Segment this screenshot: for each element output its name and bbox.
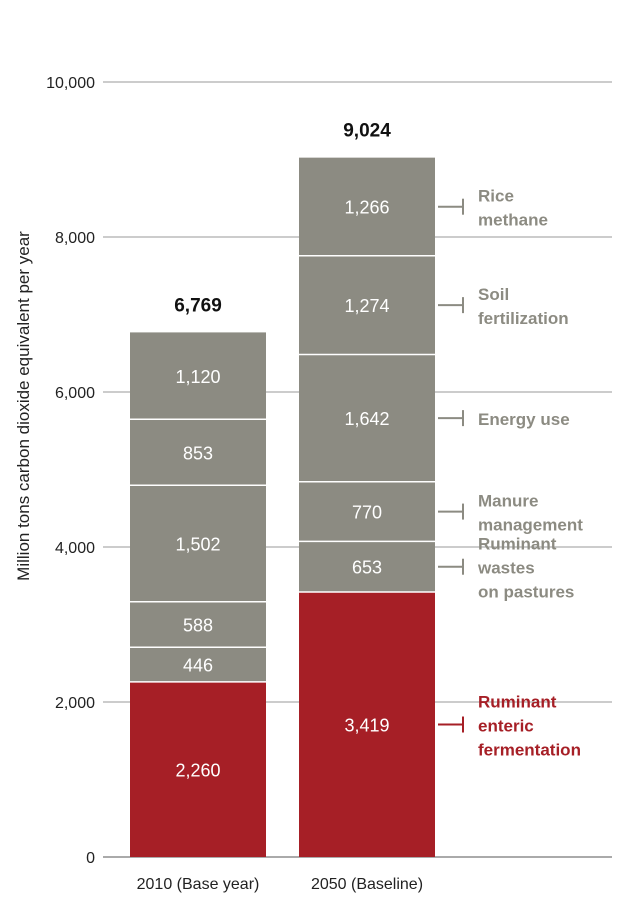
bar-segment [299, 157, 435, 256]
y-tick-label: 4,000 [55, 540, 95, 557]
data-label: 1,642 [344, 409, 389, 429]
data-label: 853 [183, 443, 213, 463]
legend-label: Ruminant [478, 693, 557, 712]
y-axis: 0 2,000 4,000 6,000 8,000 10,000 [46, 75, 95, 867]
legend-label: fermentation [478, 741, 581, 760]
x-axis: 2010 (Base year) 2050 (Baseline) [137, 876, 423, 893]
bar-segment [130, 601, 266, 648]
legend-label: on pastures [478, 583, 574, 602]
y-tick-label: 0 [86, 850, 95, 867]
bar-segment [130, 419, 266, 486]
legend-label: Soil [478, 285, 509, 304]
bar-segment [299, 255, 435, 355]
data-label: 1,502 [175, 535, 220, 555]
legend-label: Energy use [478, 410, 570, 429]
y-tick-label: 8,000 [55, 230, 95, 247]
data-label: 653 [352, 558, 382, 578]
y-tick-label: 10,000 [46, 75, 95, 92]
bars: 2,260 446 588 1,502 853 1,120 6,769 3,419 653 770… [130, 121, 435, 857]
data-label: 446 [183, 656, 213, 676]
bar-segment [130, 647, 266, 682]
bar-segment [130, 332, 266, 420]
data-label: 3,419 [344, 716, 389, 736]
bar-segment [299, 592, 435, 857]
legend-label: wastes [477, 559, 535, 578]
bar-segment [299, 354, 435, 482]
y-tick-label: 2,000 [55, 695, 95, 712]
bar-segment [299, 481, 435, 542]
data-label: 1,266 [344, 198, 389, 218]
data-label: 1,274 [344, 296, 389, 316]
bar-total-label: 6,769 [174, 295, 222, 316]
bar-segment [130, 681, 266, 857]
y-axis-label: Million tons carbon dioxide equivalent p… [14, 231, 33, 581]
bar-segment [130, 485, 266, 602]
legend-label: fertilization [478, 309, 569, 328]
data-label: 588 [183, 616, 213, 636]
x-tick-label: 2010 (Base year) [137, 876, 260, 893]
data-label: 2,260 [175, 760, 220, 780]
legend-label: methane [478, 211, 548, 230]
data-label: 1,120 [175, 367, 220, 387]
legend-label: Rice [478, 187, 514, 206]
legend-label: management [478, 516, 583, 535]
legend-label: Manure [478, 492, 538, 511]
legend: Ruminant enteric fermentation Ruminant waste… [438, 187, 583, 760]
x-tick-label: 2050 (Baseline) [311, 876, 423, 893]
bar-total-label: 9,024 [343, 121, 391, 142]
legend-label: enteric [478, 717, 534, 736]
y-tick-label: 6,000 [55, 385, 95, 402]
data-label: 770 [352, 503, 382, 523]
legend-label: Ruminant [478, 535, 557, 554]
bar-segment [299, 541, 435, 593]
